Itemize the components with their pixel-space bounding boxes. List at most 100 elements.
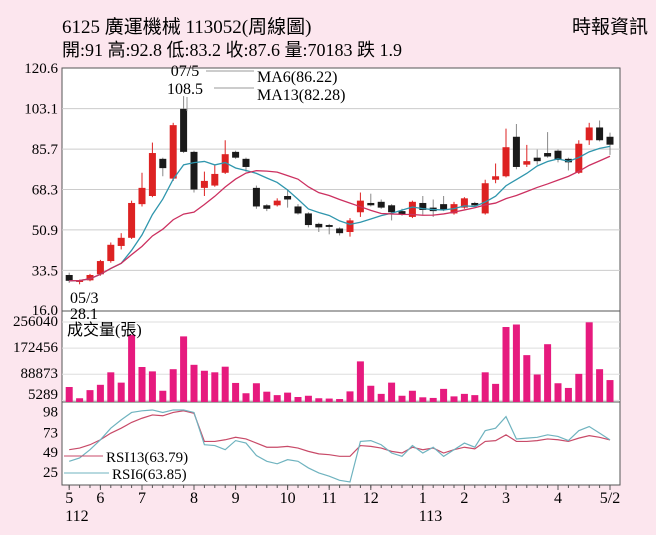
- price-axis-tick-label: 68.3: [32, 183, 58, 199]
- volume-bar: [533, 374, 541, 402]
- month-tick-label: 11: [321, 490, 336, 507]
- candle-body: [336, 228, 344, 234]
- candle-body: [564, 158, 572, 163]
- rsi-axis-tick-label: 49: [43, 445, 58, 461]
- rsi-axis-tick-label: 98: [43, 405, 58, 421]
- candle-body: [65, 274, 73, 281]
- high-date-annotation: 07/5: [171, 63, 199, 80]
- candle-body: [388, 205, 396, 213]
- volume-bar: [419, 397, 427, 402]
- volume-bar: [502, 327, 510, 402]
- volume-bar: [252, 383, 260, 402]
- candle-body: [408, 201, 416, 217]
- volume-bar: [315, 398, 323, 402]
- page-title: 6125 廣運機械 113052(周線圖): [62, 16, 311, 38]
- quote-summary: 開:91 高:92.8 低:83.2 收:87.6 量:70183 跌 1.9: [62, 40, 402, 60]
- candle-body: [523, 161, 531, 165]
- candle-body: [471, 202, 479, 206]
- volume-bar: [232, 382, 240, 402]
- candle-body: [606, 136, 614, 145]
- volume-axis-tick-label: 88873: [21, 366, 59, 382]
- volume-bar: [408, 390, 416, 402]
- volume-bar: [242, 393, 250, 402]
- candle-body: [107, 244, 115, 262]
- candle-body: [512, 136, 520, 167]
- candle-body: [128, 202, 136, 238]
- month-tick-label: 10: [280, 490, 296, 507]
- volume-bar: [346, 391, 354, 402]
- volume-bar: [107, 372, 115, 402]
- candle-body: [252, 187, 260, 207]
- volume-bar: [304, 395, 312, 402]
- candle-body: [596, 127, 604, 141]
- volume-bar: [492, 383, 500, 402]
- volume-bar: [585, 322, 593, 402]
- volume-bar: [221, 366, 229, 402]
- candle-body: [190, 151, 198, 190]
- ma13-line: [69, 155, 611, 282]
- ma13-legend-label: MA13(82.28): [257, 87, 345, 104]
- price-axis-tick-label: 103.1: [24, 102, 58, 118]
- candle-body: [263, 205, 271, 209]
- candle-body: [284, 196, 292, 200]
- candle-body: [575, 143, 583, 173]
- volume-bar: [128, 334, 136, 402]
- volume-axis-tick-label: 172456: [13, 340, 59, 356]
- volume-bar: [96, 384, 104, 402]
- candle-body: [304, 213, 312, 226]
- volume-bar: [471, 395, 479, 402]
- volume-bar: [523, 355, 531, 402]
- volume-bar: [356, 361, 364, 402]
- price-axis-tick-label: 120.6: [24, 61, 58, 77]
- volume-bar: [575, 373, 583, 402]
- candle-body: [460, 198, 468, 208]
- candle-body: [169, 125, 177, 179]
- month-tick-label: 4: [554, 490, 562, 507]
- candle-body: [159, 158, 167, 169]
- low-date-annotation: 05/3: [70, 290, 98, 307]
- volume-bar: [138, 367, 146, 402]
- volume-bar: [606, 380, 614, 402]
- month-tick-label: 2: [460, 490, 468, 507]
- volume-bar: [440, 388, 448, 402]
- volume-bar: [429, 397, 437, 402]
- candle-body: [96, 261, 104, 275]
- volume-bar: [325, 398, 333, 402]
- volume-bar: [512, 324, 520, 402]
- candle-body: [232, 151, 240, 158]
- candle-body: [440, 204, 448, 210]
- price-axis-tick-label: 16.0: [32, 303, 58, 319]
- volume-bar: [554, 383, 562, 402]
- volume-bar: [398, 395, 406, 402]
- candle-body: [419, 202, 427, 210]
- volume-bar: [159, 390, 167, 402]
- volume-bar: [117, 382, 125, 402]
- candle-body: [398, 211, 406, 215]
- volume-bar: [263, 391, 271, 402]
- volume-bar: [544, 344, 552, 402]
- volume-bar: [169, 369, 177, 402]
- candle-body: [346, 220, 354, 233]
- candle-body: [554, 150, 562, 160]
- rsi6-line: [69, 409, 611, 483]
- volume-panel-title: 成交量(張): [67, 321, 142, 339]
- candle-body: [492, 176, 500, 180]
- volume-bar: [86, 390, 94, 402]
- candle-body: [481, 183, 489, 214]
- volume-bar: [377, 393, 385, 402]
- volume-bar: [336, 399, 344, 402]
- rsi13-legend-label: RSI13(63.79): [106, 450, 188, 466]
- price-axis-tick-label: 85.7: [32, 142, 59, 158]
- candle-body: [221, 154, 229, 173]
- month-tick-label: 12: [363, 490, 379, 507]
- rsi13-line: [69, 410, 611, 457]
- candle-body: [502, 147, 510, 177]
- candle-body: [117, 237, 125, 246]
- volume-bar: [211, 372, 219, 402]
- candle-body: [325, 225, 333, 227]
- year-label: 113: [419, 508, 442, 525]
- data-source-label: 時報資訊: [572, 16, 648, 38]
- volume-bar: [284, 392, 292, 402]
- volume-bar: [481, 372, 489, 402]
